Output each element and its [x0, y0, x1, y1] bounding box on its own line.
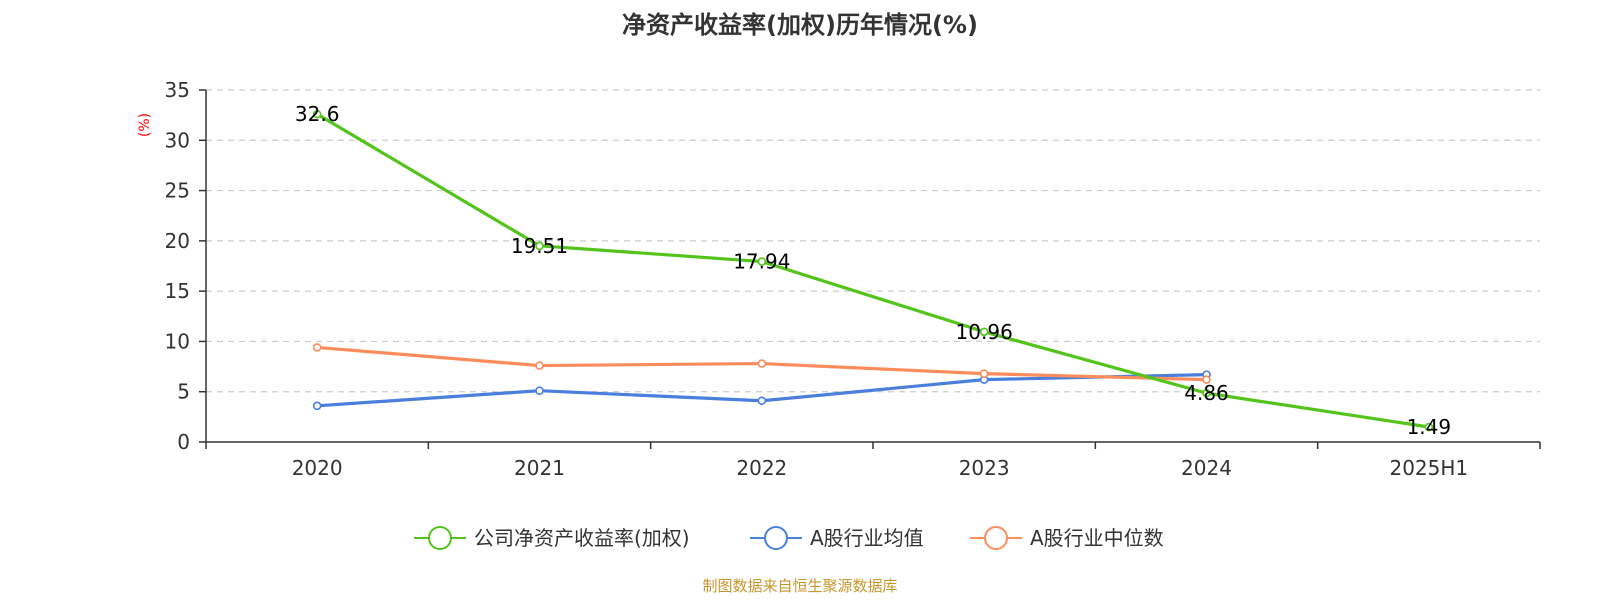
data-label-4: 4.86	[1184, 381, 1229, 405]
data-label-2: 17.94	[733, 250, 790, 274]
legend-marker-2	[984, 526, 1008, 550]
x-tick-label-2021: 2021	[514, 456, 565, 480]
data-point-s0-0	[312, 109, 322, 119]
legend: 公司净资产收益率(加权) A股行业均值 A股行业中位数	[414, 526, 1164, 550]
legend-marker-0	[428, 526, 452, 550]
data-point-s2-2	[757, 359, 767, 368]
series-lines	[312, 109, 1434, 432]
source-note: 制图数据来自恒生聚源数据库	[702, 577, 897, 595]
y-tick-label: 10	[165, 329, 190, 353]
data-point-s0-2	[757, 257, 767, 266]
data-point-s1-2	[757, 396, 767, 406]
data-point-s1-1	[535, 386, 544, 396]
legend-label-2: A股行业中位数	[1030, 526, 1164, 550]
data-point-s2-1	[535, 361, 544, 370]
data-label-3: 10.96	[956, 320, 1013, 344]
legend-marker-1	[764, 526, 788, 550]
data-point-s0-5	[1424, 422, 1434, 432]
legend-label-1: A股行业均值	[810, 526, 924, 550]
y-tick-label: 0	[177, 430, 190, 454]
y-tick-label: 25	[165, 179, 190, 203]
x-tick-label-2022: 2022	[736, 456, 787, 480]
data-labels: 32.6 19.51 17.94 10.96 4.86 1.49	[295, 102, 1451, 439]
y-tick-label: 35	[165, 78, 190, 102]
data-point-s0-1	[535, 241, 544, 251]
axes: 0 5 10 15 20 25 30 35 2020 2021 2022 2023 2024 2025H1	[165, 78, 1541, 480]
series-line-0	[316, 112, 1430, 429]
y-tick-label: 15	[165, 279, 190, 303]
data-point-s0-4	[1202, 388, 1211, 398]
legend-label-0: 公司净资产收益率(加权)	[474, 526, 690, 550]
data-point-s1-0	[312, 401, 322, 411]
grid-lines	[206, 89, 1540, 393]
data-point-s0-3	[979, 327, 989, 337]
y-tick-label: 20	[165, 229, 190, 253]
data-label-5: 1.49	[1407, 415, 1452, 439]
y-tick-label: 30	[165, 128, 190, 152]
x-tick-label-2025H1: 2025H1	[1389, 456, 1468, 480]
x-tick-label-2024: 2024	[1181, 456, 1232, 480]
data-point-s2-0	[312, 343, 322, 352]
data-point-s2-4	[1202, 375, 1211, 384]
y-tick-label: 5	[177, 380, 190, 404]
data-label-0: 32.6	[295, 102, 340, 126]
y-axis-label: (%)	[137, 113, 153, 137]
chart-title: 净资产收益率(加权)历年情况(%)	[622, 11, 978, 39]
data-point-s2-3	[979, 369, 989, 378]
x-tick-label-2023: 2023	[959, 456, 1010, 480]
x-tick-label-2020: 2020	[292, 456, 343, 480]
data-label-1: 19.51	[511, 234, 568, 258]
